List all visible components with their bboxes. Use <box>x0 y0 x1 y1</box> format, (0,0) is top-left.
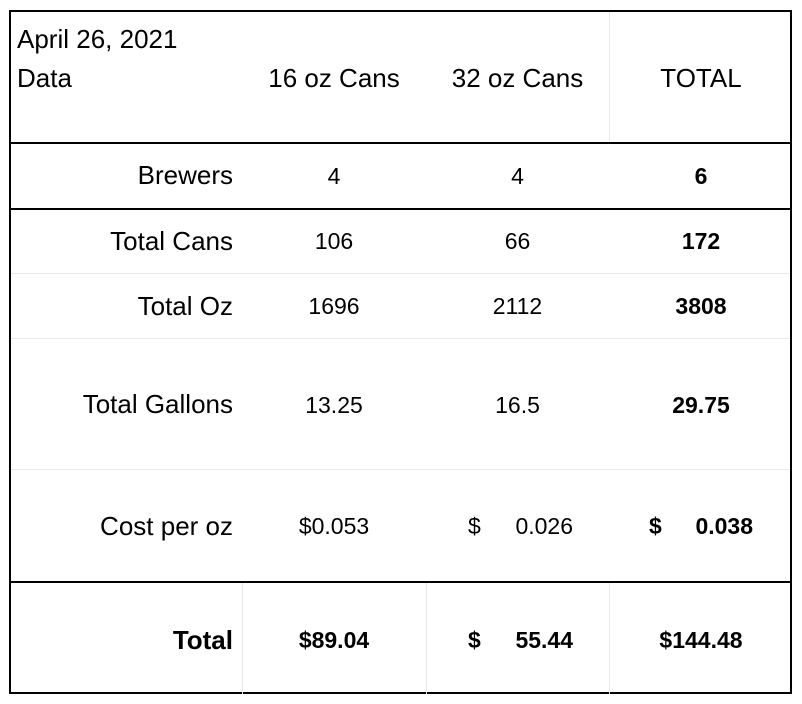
row-label-total: Total <box>172 625 233 655</box>
cost-per-oz-total-value: 0.038 <box>695 513 753 539</box>
data-table: April 26, 2021 Data 16 oz Cans 32 oz Can… <box>9 10 792 694</box>
total-cans-16oz: 106 <box>314 228 354 254</box>
brewers-32oz: 4 <box>511 163 524 189</box>
total-oz-total: 3808 <box>675 293 727 319</box>
total-32oz: $ 55.44 <box>468 625 573 655</box>
row-label-total-cans: Total Cans <box>110 226 233 256</box>
total-divider <box>11 581 790 583</box>
cost-per-oz-total: $ 0.038 <box>649 511 753 541</box>
currency-symbol: $ <box>468 627 481 653</box>
row-divider <box>11 469 790 470</box>
total-gallons-total: 29.75 <box>672 392 730 418</box>
total-oz-16oz: 1696 <box>308 293 360 319</box>
currency-symbol: $ <box>468 513 481 539</box>
cost-per-oz-32oz-value: 0.026 <box>515 513 573 539</box>
brewers-divider <box>11 208 790 210</box>
total-cans-32oz: 66 <box>504 228 531 254</box>
report-date: April 26, 2021 <box>17 24 178 54</box>
cost-per-oz-32oz: $ 0.026 <box>468 511 573 541</box>
column-header-32oz: 32 oz Cans <box>451 63 584 93</box>
row-divider <box>11 338 790 339</box>
total-oz-32oz: 2112 <box>492 293 543 319</box>
brewers-16oz: 4 <box>327 163 341 189</box>
column-divider <box>242 583 243 694</box>
column-header-total: TOTAL <box>660 63 742 93</box>
header-data-label: Data <box>17 63 72 93</box>
column-divider <box>609 12 610 142</box>
grand-total: $144.48 <box>659 627 743 653</box>
currency-symbol: $ <box>649 513 662 539</box>
column-divider <box>609 583 610 694</box>
row-label-total-gallons: Total Gallons <box>82 389 233 419</box>
column-header-16oz: 16 oz Cans <box>268 63 400 93</box>
header-divider <box>11 142 790 144</box>
brewers-total: 6 <box>694 163 708 189</box>
row-label-cost-per-oz: Cost per oz <box>100 511 233 541</box>
row-divider <box>11 273 790 274</box>
cost-per-oz-16oz: $0.053 <box>298 513 370 539</box>
total-cans-total: 172 <box>681 228 721 254</box>
total-32oz-value: 55.44 <box>515 627 573 653</box>
row-label-brewers: Brewers <box>137 160 233 190</box>
total-gallons-32oz: 16.5 <box>495 392 540 418</box>
column-divider <box>426 583 427 694</box>
row-label-total-oz: Total Oz <box>137 291 233 321</box>
total-gallons-16oz: 13.25 <box>305 392 363 418</box>
total-16oz: $89.04 <box>298 627 370 653</box>
